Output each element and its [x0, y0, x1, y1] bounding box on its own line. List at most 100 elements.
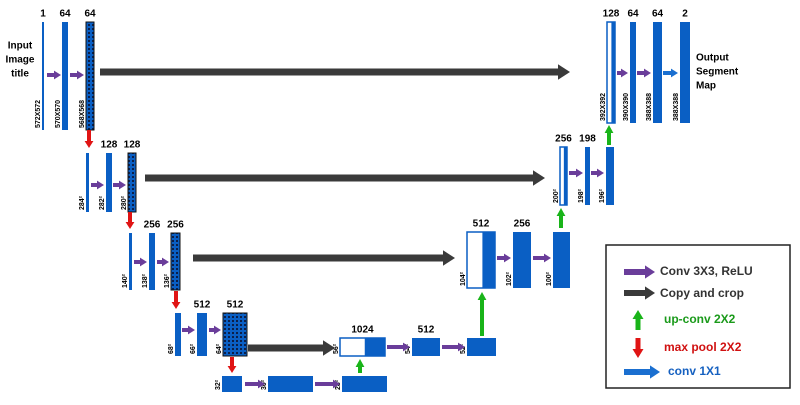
- size-label: 570X570: [55, 100, 62, 128]
- arrow-head: [504, 253, 511, 263]
- arrow-head: [650, 365, 660, 379]
- feature-map: [106, 153, 112, 212]
- legend-text: up-conv 2X2: [664, 312, 736, 326]
- feature-map: [553, 232, 570, 288]
- channel-label: 512: [418, 325, 435, 336]
- size-label: 30²: [261, 379, 268, 390]
- legend-text: max pool 2X2: [664, 340, 742, 354]
- arrow-head: [604, 125, 614, 133]
- arrow-head: [533, 170, 545, 186]
- feature-map: [482, 232, 495, 288]
- channel-label: 64: [627, 9, 639, 20]
- channel-label: 1: [40, 9, 46, 20]
- feature-map: [611, 22, 615, 123]
- size-label: 32²: [215, 379, 222, 390]
- size-label: 56²: [333, 343, 340, 354]
- arrow-head: [162, 257, 169, 267]
- arrow-head: [458, 342, 465, 352]
- arrow-head: [621, 68, 628, 78]
- feature-map: [222, 312, 248, 357]
- arrow-head: [188, 325, 195, 335]
- arrow-head: [556, 208, 566, 216]
- arrow-head: [227, 366, 237, 373]
- arrow-head: [323, 340, 335, 356]
- size-label: 104²: [460, 271, 467, 286]
- arrow-head: [544, 253, 551, 263]
- channel-label: 512: [227, 300, 244, 311]
- size-label: 136²: [164, 273, 171, 288]
- feature-map: [85, 21, 95, 131]
- channel-label: 512: [194, 300, 211, 311]
- arrow-head: [597, 168, 604, 178]
- size-label: 280²: [121, 195, 128, 210]
- size-label: 100²: [546, 271, 553, 286]
- size-label: 390X390: [623, 93, 630, 121]
- size-label: 572X572: [35, 100, 42, 128]
- arrow-head: [576, 168, 583, 178]
- channel-label: 256: [514, 219, 531, 230]
- arrow-head: [443, 250, 455, 266]
- feature-map: [62, 22, 68, 130]
- input-label: title: [11, 69, 29, 80]
- feature-map: [170, 232, 181, 291]
- size-label: 568X568: [79, 100, 86, 128]
- arrow-head: [403, 342, 410, 352]
- channel-label: 256: [144, 220, 161, 231]
- size-label: 388X388: [646, 93, 653, 121]
- feature-map: [513, 232, 531, 288]
- channel-label: 256: [555, 134, 572, 145]
- arrow-head: [333, 379, 340, 389]
- arrow-head: [558, 64, 570, 80]
- channel-label: 2: [682, 9, 688, 20]
- arrow-head: [214, 325, 221, 335]
- feature-map: [197, 313, 207, 356]
- feature-map: [268, 376, 313, 392]
- feature-map: [86, 153, 89, 212]
- arrow-head: [632, 349, 644, 358]
- arrow-head: [632, 310, 644, 319]
- feature-map: [680, 22, 690, 123]
- size-label: 196²: [599, 188, 606, 203]
- arrow-head: [125, 222, 135, 229]
- size-label: 200²: [553, 188, 560, 203]
- feature-map: [653, 22, 662, 123]
- size-label: 138²: [142, 273, 149, 288]
- size-label: 64²: [216, 343, 223, 354]
- feature-map: [149, 233, 155, 290]
- arrow-head: [645, 286, 655, 300]
- arrow-head: [355, 359, 365, 367]
- channel-label: 64: [652, 9, 664, 20]
- arrow-head: [644, 68, 651, 78]
- size-label: 284²: [79, 195, 86, 210]
- arrow-head: [119, 180, 126, 190]
- size-label: 66²: [190, 343, 197, 354]
- feature-map: [630, 22, 636, 123]
- feature-map: [606, 147, 614, 205]
- feature-map: [129, 233, 132, 290]
- channel-label: 1024: [351, 325, 374, 336]
- feature-map: [175, 313, 181, 356]
- feature-map: [585, 147, 590, 205]
- arrow-head: [97, 180, 104, 190]
- size-label: 198²: [578, 188, 585, 203]
- arrow-head: [84, 141, 94, 148]
- input-label: Image: [6, 55, 35, 66]
- size-label: 68²: [168, 343, 175, 354]
- channel-label: 128: [603, 9, 620, 20]
- size-label: 388X388: [673, 93, 680, 121]
- channel-label: 198: [579, 134, 596, 145]
- arrow-head: [258, 379, 265, 389]
- channel-label: 128: [124, 140, 141, 151]
- channel-label: 512: [473, 219, 490, 230]
- size-label: 102²: [506, 271, 513, 286]
- size-label: 392X392: [600, 93, 607, 121]
- arrow-head: [140, 257, 147, 267]
- output-label: Segment: [696, 67, 739, 78]
- feature-map: [412, 338, 440, 356]
- legend-text: Copy and crop: [660, 286, 744, 300]
- input-label: Input: [8, 41, 33, 52]
- arrow-head: [171, 302, 181, 309]
- arrow-head: [671, 68, 678, 78]
- feature-map: [467, 338, 496, 356]
